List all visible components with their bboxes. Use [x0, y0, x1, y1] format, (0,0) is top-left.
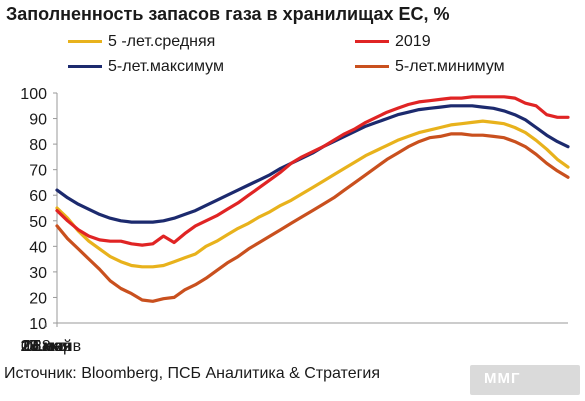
y-tick-label: 80 — [29, 137, 47, 154]
source-note: Источник: Bloomberg, ПСБ Аналитика & Стр… — [4, 365, 381, 382]
chart-title: Заполненность запасов газа в хранилищах … — [6, 4, 450, 24]
legend-item-min5: 5-лет.минимум — [355, 58, 505, 76]
y-tick-label: 40 — [29, 239, 47, 256]
legend-swatch-2019 — [355, 40, 389, 44]
y-tick-label: 60 — [29, 188, 47, 205]
legend-item-max5: 5-лет.максимум — [68, 58, 224, 76]
x-tick-label: 08.май — [21, 338, 72, 355]
legend-item-avg5: 5 -лет.средняя — [68, 33, 215, 51]
x-tick-label: 27.июн — [20, 338, 72, 355]
x-tick-label: 19.мар — [21, 338, 72, 355]
x-tick-label: 05.окт — [24, 338, 70, 355]
x-tick-label: 28.янв — [33, 338, 81, 355]
y-tick-label: 20 — [29, 290, 47, 307]
watermark-logo: ММГ — [470, 365, 580, 395]
y-tick-label: 90 — [29, 112, 47, 129]
legend-item-2019: 2019 — [355, 33, 431, 51]
series-line-avg5 — [55, 119, 570, 269]
legend-swatch-max5 — [68, 65, 102, 69]
legend-swatch-avg5 — [68, 40, 102, 44]
legend-label-min5: 5-лет.минимум — [395, 58, 505, 75]
x-tick-label: 24.ноя — [22, 338, 71, 355]
y-tick-label: 10 — [29, 316, 47, 333]
series-line-min5 — [55, 132, 570, 303]
legend-label-avg5: 5 -лет.средняя — [108, 33, 216, 50]
legend-label-2019: 2019 — [395, 33, 431, 50]
y-tick-label: 100 — [20, 86, 47, 103]
x-tick-label: 16.авг — [24, 338, 70, 355]
watermark-text: ММГ — [484, 370, 521, 387]
y-tick-label: 30 — [29, 265, 47, 282]
y-tick-label: 70 — [29, 163, 47, 180]
legend-swatch-min5 — [355, 65, 389, 69]
legend-label-max5: 5-лет.максимум — [108, 58, 224, 75]
series-line-y2019 — [55, 95, 570, 247]
y-tick-label: 50 — [29, 214, 47, 231]
